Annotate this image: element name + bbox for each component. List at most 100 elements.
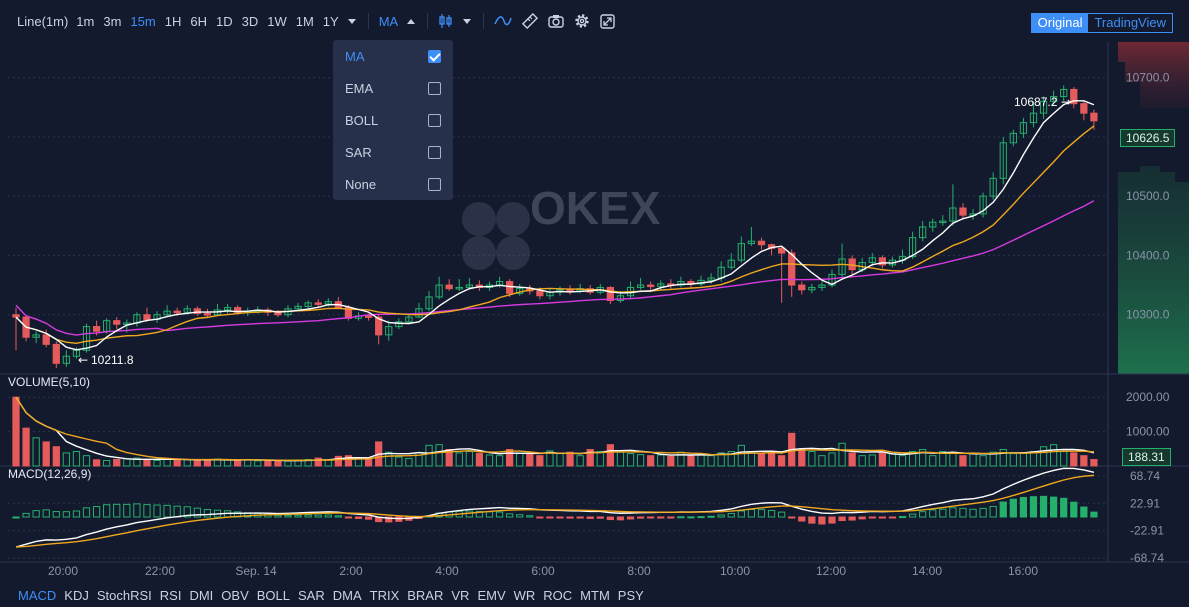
macd-histogram-bar: [495, 511, 504, 518]
macd-histogram-bar: [677, 516, 685, 519]
candle-body: [657, 283, 665, 287]
candle-body: [737, 243, 745, 261]
indicator-tab-sar[interactable]: SAR: [298, 587, 325, 603]
volume-bar: [898, 455, 907, 467]
price-tick-label: 10700.0: [1126, 71, 1170, 85]
macd-histogram-bar: [62, 511, 70, 518]
candle-style-icon[interactable]: [438, 13, 454, 29]
original-view-button[interactable]: Original: [1031, 14, 1089, 32]
macd-histogram-bar: [737, 510, 745, 518]
indicator-tab-mtm[interactable]: MTM: [580, 587, 610, 603]
indicator-tab-brar[interactable]: BRAR: [407, 587, 444, 603]
interval-1d[interactable]: 1D: [215, 13, 233, 29]
indicator-tab-wr[interactable]: WR: [513, 587, 536, 603]
macd-histogram-bar: [203, 509, 212, 518]
candle-style-caret[interactable]: [463, 18, 472, 24]
indicator-tab-psy[interactable]: PSY: [617, 587, 644, 603]
candle-body: [506, 281, 514, 294]
candle-body: [616, 295, 625, 301]
indicator-option-ema[interactable]: EMA: [333, 72, 453, 104]
indicator-tab-vr[interactable]: VR: [451, 587, 470, 603]
interval-15m[interactable]: 15m: [130, 13, 156, 29]
interval-1m[interactable]: 1M: [295, 13, 314, 29]
macd-histogram-bar: [22, 512, 30, 518]
tradingview-button[interactable]: TradingView: [1094, 15, 1166, 30]
macd-histogram-bar: [183, 506, 191, 518]
macd-histogram-bar: [919, 511, 927, 518]
volume-bar: [425, 444, 433, 467]
ruler-icon[interactable]: [522, 13, 539, 29]
volume-bar: [455, 452, 463, 467]
macd-histogram-bar: [576, 516, 584, 519]
indicator-tab-trix[interactable]: TRIX: [369, 587, 400, 603]
watermark-circle: [462, 236, 496, 270]
checkbox-icon[interactable]: [428, 81, 441, 95]
indicator-tab-roc[interactable]: ROC: [543, 587, 573, 603]
indicator-menu-button[interactable]: MA: [378, 13, 399, 29]
macd-histogram-bar: [717, 514, 725, 518]
more-intervals-caret[interactable]: [347, 18, 356, 24]
checkbox-icon[interactable]: [428, 49, 441, 63]
indicator-tab-rsi[interactable]: RSI: [159, 587, 182, 603]
volume-bar: [536, 455, 544, 467]
interval-1m[interactable]: 1m: [76, 13, 95, 29]
candle-body: [949, 207, 957, 222]
gear-icon[interactable]: [574, 13, 590, 29]
interval-3d[interactable]: 3D: [241, 13, 259, 29]
macd-histogram-bar: [274, 514, 282, 518]
macd-histogram-bar: [838, 516, 846, 522]
volume-bar: [32, 437, 40, 467]
macd-tick-label: 68.74: [1130, 469, 1160, 483]
volume-bar: [133, 457, 141, 467]
candle-body: [294, 305, 302, 310]
macd-histogram-bar: [193, 507, 201, 518]
candle-body: [405, 316, 413, 323]
indicator-option-none[interactable]: None: [333, 168, 453, 200]
indicator-tab-dmi[interactable]: DMI: [189, 587, 214, 603]
camera-icon[interactable]: [548, 14, 564, 28]
volume-bar: [465, 451, 473, 467]
indicator-menu-caret[interactable]: [407, 18, 416, 24]
candle-body: [677, 281, 685, 286]
chart-type-selector[interactable]: Line(1m): [17, 13, 69, 29]
checkbox-icon[interactable]: [428, 113, 441, 127]
interval-1w[interactable]: 1W: [267, 13, 287, 29]
candle-body: [314, 302, 322, 305]
interval-3m[interactable]: 3m: [103, 13, 122, 29]
macd-histogram-bar: [1070, 501, 1078, 518]
macd-histogram-bar: [143, 504, 151, 518]
indicator-tab-boll[interactable]: BOLL: [256, 587, 290, 603]
macd-histogram-bar: [959, 507, 967, 518]
interval-6h[interactable]: 6H: [190, 13, 207, 29]
indicator-option-boll[interactable]: BOLL: [333, 104, 453, 136]
indicator-option-ma[interactable]: MA: [333, 40, 453, 72]
macd-histogram-bar: [163, 504, 171, 518]
volume-bar: [878, 451, 886, 467]
macd-histogram-bar: [82, 507, 91, 518]
macd-histogram-bar: [757, 509, 766, 518]
indicator-tab-stochrsi[interactable]: StochRSI: [96, 587, 152, 603]
toolbar: Line(1m) 1m 3m 15m 1H 6H 1D 3D 1W 1M 1Y MA Origin…: [0, 0, 1189, 42]
fullscreen-icon[interactable]: [600, 13, 615, 29]
indicator-tab-obv[interactable]: OBV: [221, 587, 249, 603]
volume-bar: [767, 451, 776, 467]
checkbox-icon[interactable]: [428, 177, 441, 191]
volume-bar: [828, 452, 836, 467]
indicator-tab-dma[interactable]: DMA: [332, 587, 362, 603]
checkbox-icon[interactable]: [428, 145, 441, 159]
volume-bar: [838, 442, 846, 467]
interval-1h[interactable]: 1H: [164, 13, 182, 29]
line-tool-icon[interactable]: [494, 15, 512, 27]
candle-body: [42, 334, 50, 345]
indicator-tab-macd[interactable]: MACD: [18, 587, 57, 603]
interval-1y[interactable]: 1Y: [322, 13, 339, 29]
macd-histogram-bar: [929, 509, 937, 518]
indicator-tab-kdj[interactable]: KDJ: [64, 587, 89, 603]
macd-histogram-bar: [92, 506, 101, 518]
indicator-tab-emv[interactable]: EMV: [477, 587, 506, 603]
volume-bar: [1050, 444, 1058, 467]
chart-area[interactable]: 10700.010600.010500.010400.010300.0OKEX1…: [0, 42, 1189, 583]
indicator-option-sar[interactable]: SAR: [333, 136, 453, 168]
macd-histogram-bar: [828, 516, 836, 524]
macd-histogram-bar: [566, 516, 574, 519]
